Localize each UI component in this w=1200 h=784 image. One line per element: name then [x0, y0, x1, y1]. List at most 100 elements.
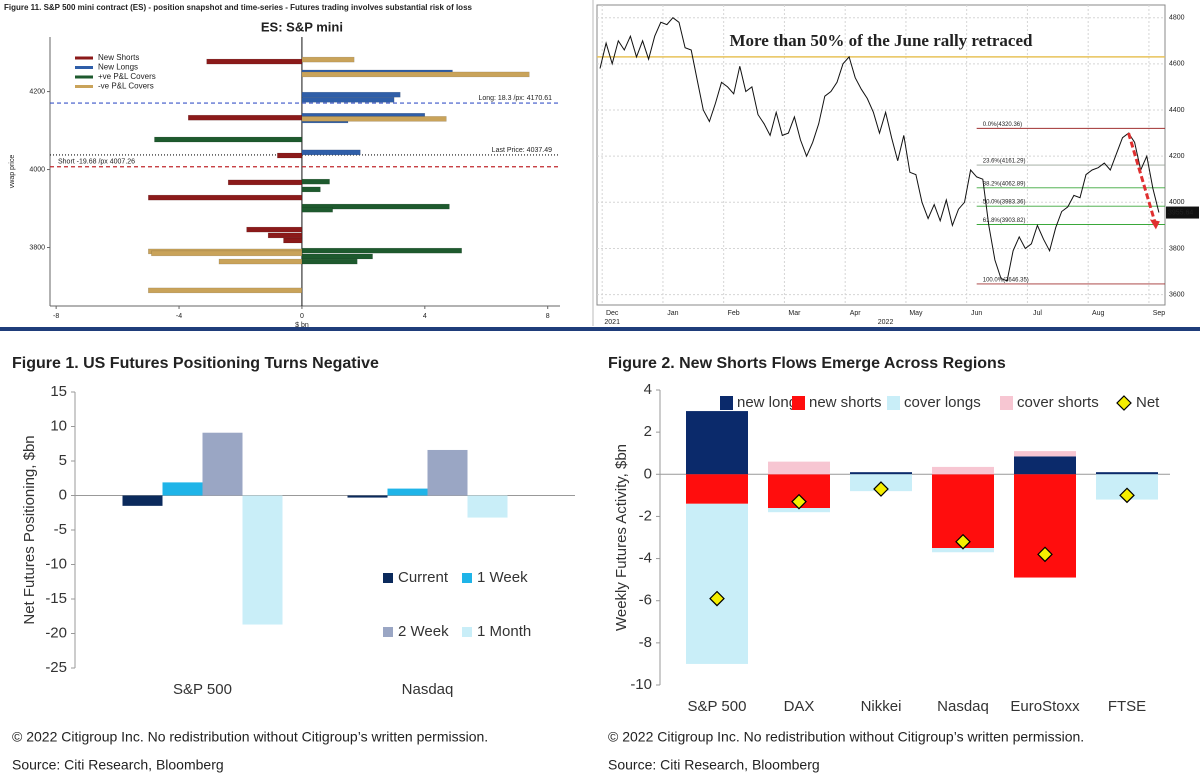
y-tick-label: 10 — [50, 417, 67, 434]
bar — [301, 91, 401, 98]
net-marker — [1119, 487, 1135, 504]
bar — [202, 432, 243, 496]
bar — [227, 179, 303, 186]
x-tick-label: May — [909, 310, 923, 317]
bar — [148, 287, 303, 294]
net-marker — [873, 481, 889, 497]
bar — [467, 495, 508, 518]
y-tick-label: 3600 — [1169, 291, 1185, 298]
y-axis-label: vwap price — [9, 155, 16, 189]
copyright: © 2022 Citigroup Inc. No redistribution … — [12, 729, 488, 745]
legend-swatch — [1116, 395, 1132, 411]
x-tick-label: Dec — [606, 310, 619, 317]
x-tick-label: 0 — [300, 313, 304, 320]
y-tick-label: -5 — [54, 521, 67, 538]
bar — [301, 149, 361, 156]
y-tick-label: -8 — [639, 634, 652, 651]
x-tick-label: Feb — [728, 310, 740, 317]
y-tick-label: 5 — [59, 452, 67, 469]
legend-label: new longs — [737, 394, 805, 411]
y-tick-label: 4 — [644, 381, 652, 398]
y-tick-label: -10 — [630, 676, 652, 693]
legend-swatch — [383, 573, 393, 583]
legend-label: New Longs — [98, 63, 138, 72]
bar — [277, 152, 303, 159]
bar — [267, 232, 303, 239]
bar-segment — [932, 548, 994, 553]
bar — [188, 114, 303, 121]
price-line — [599, 17, 1160, 282]
net-marker — [791, 493, 807, 510]
y-tick-label: -6 — [639, 592, 652, 609]
legend-label: New Shorts — [98, 53, 139, 62]
y-tick-label: 4800 — [1169, 15, 1185, 22]
y-tick-label: -15 — [45, 590, 67, 607]
net-marker — [709, 590, 725, 607]
bar-segment — [768, 461, 830, 475]
x-tick-label: Jul — [1033, 310, 1042, 317]
x-tick-label: Aug — [1092, 310, 1105, 317]
y-tick-label: 4200 — [1169, 153, 1185, 160]
bar — [242, 495, 283, 625]
legend-label: 2 Week — [398, 623, 449, 640]
y-tick-label: -25 — [45, 659, 67, 676]
y-tick-label: 4600 — [1169, 61, 1185, 68]
reference-label: Short -19.68 /px 4007.26 — [58, 159, 135, 166]
x-tick-label: S&P 500 — [173, 681, 232, 698]
chart-title: More than 50% of the June rally retraced — [730, 31, 1033, 50]
x-tick-label: Nasdaq — [402, 681, 454, 698]
arrow — [1127, 132, 1158, 226]
bar — [206, 58, 303, 65]
legend-label: new shorts — [809, 394, 882, 411]
legend-label: 1 Month — [477, 623, 531, 640]
bar-segment — [768, 508, 830, 513]
chart-title: Figure 1. US Futures Positioning Turns N… — [12, 355, 379, 372]
bar-segment — [1096, 472, 1158, 475]
legend-label: 1 Week — [477, 569, 528, 586]
legend-label: cover shorts — [1017, 394, 1099, 411]
bar-segment — [686, 503, 748, 664]
bar — [283, 237, 303, 244]
bar-segment — [686, 411, 748, 475]
bar-segment — [932, 466, 994, 475]
copyright: © 2022 Citigroup Inc. No redistribution … — [608, 729, 1084, 745]
y-tick-label: 15 — [50, 383, 67, 400]
bar — [151, 250, 303, 257]
net-marker — [1037, 546, 1053, 563]
fib-label: 61.8%(3903.82) — [983, 218, 1026, 224]
fib-label: 38.2%(4062.89) — [983, 181, 1026, 187]
x-axis-label: $ bn — [295, 322, 309, 329]
legend-label: cover longs — [904, 394, 981, 411]
x-tick-label: 4 — [423, 313, 427, 320]
x-tick-label: DAX — [784, 698, 815, 715]
bar — [301, 116, 447, 122]
x-tick-label: Nasdaq — [937, 698, 989, 715]
bar-segment — [686, 474, 748, 504]
x-tick-label: Apr — [850, 310, 862, 317]
bar — [246, 226, 303, 233]
x-tick-label: Sep — [1153, 310, 1166, 317]
y-tick-label: 4400 — [1169, 107, 1185, 114]
bar — [122, 495, 163, 506]
x-tick-label: EuroStoxx — [1010, 698, 1080, 715]
legend-swatch — [383, 627, 393, 637]
x-tick-label: Nikkei — [861, 698, 902, 715]
bar — [427, 449, 468, 496]
year-label: 2022 — [878, 319, 894, 326]
y-tick-label: -20 — [45, 624, 67, 641]
legend-label: Current — [398, 569, 449, 586]
bar — [301, 206, 333, 213]
legend-swatch — [720, 396, 733, 410]
bar — [154, 136, 303, 143]
x-tick-label: Jun — [971, 310, 982, 317]
x-tick-label: -4 — [176, 313, 182, 320]
y-tick-label: 0 — [59, 486, 67, 503]
bar — [301, 97, 395, 103]
last-price-label: 3955.64 — [1168, 209, 1193, 216]
bar — [301, 186, 321, 193]
y-tick-label: 3800 — [29, 244, 45, 251]
bar — [301, 253, 373, 260]
legend-swatch — [792, 396, 805, 410]
bar — [148, 194, 303, 201]
